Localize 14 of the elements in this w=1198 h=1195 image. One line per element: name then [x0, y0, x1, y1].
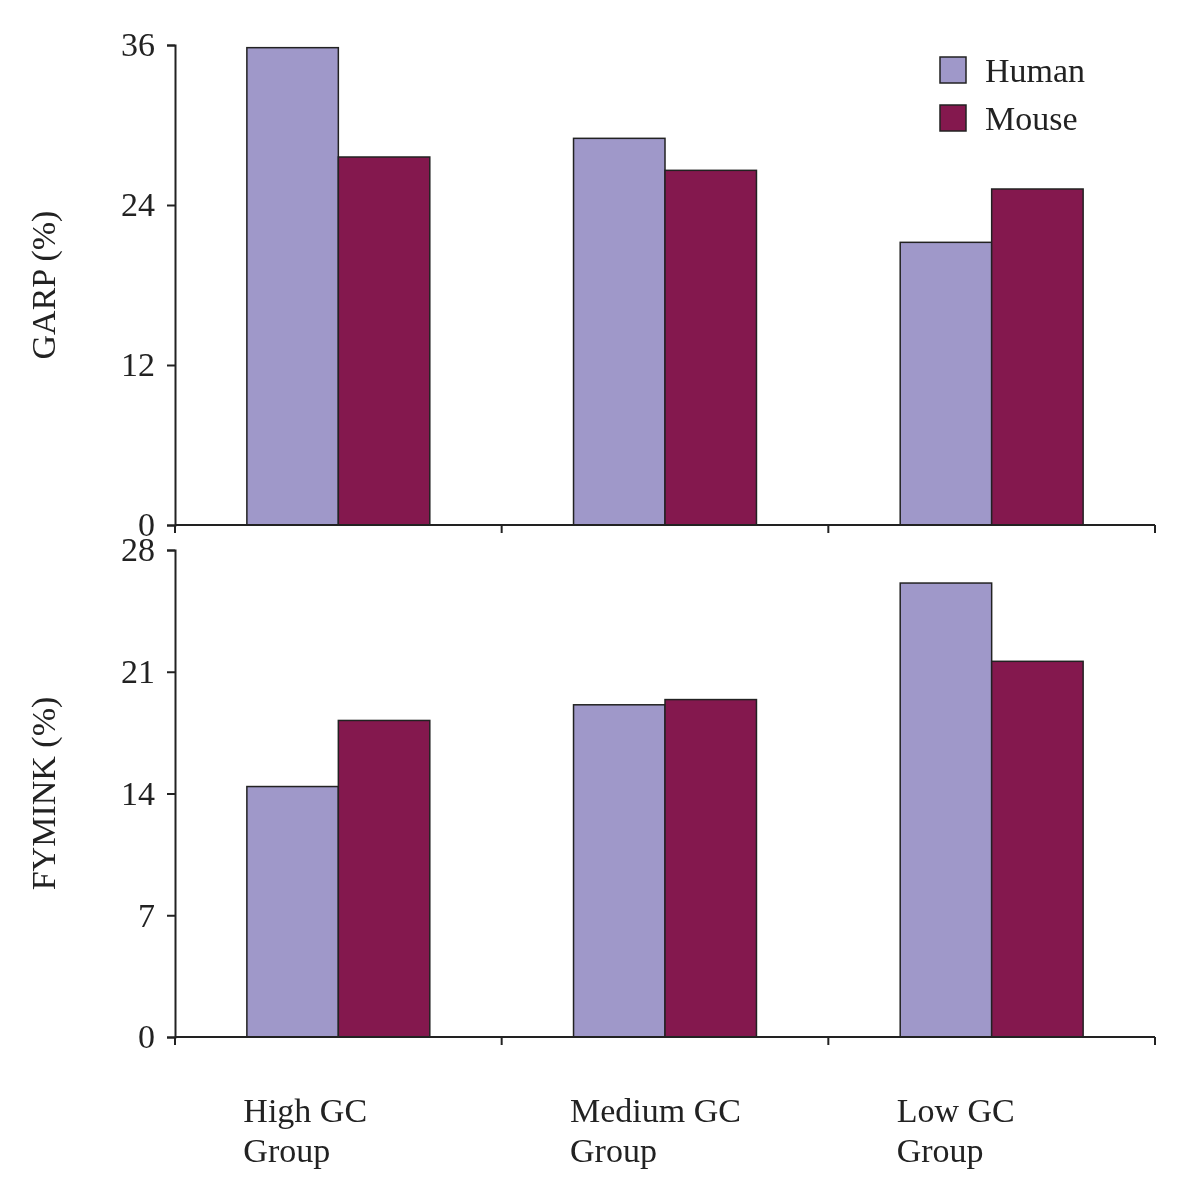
y-axis-title: FYMINK (%) [25, 696, 63, 891]
y-tick-label: 12 [121, 346, 155, 384]
y-tick-label: 7 [138, 896, 155, 934]
y-tick-label: 24 [121, 186, 155, 224]
x-tick-label: High GC Group [243, 1092, 368, 1169]
y-tick-label: 14 [121, 774, 155, 812]
y-tick-label: 0 [138, 1018, 155, 1056]
y-tick-label: 36 [121, 26, 155, 64]
legend-label: Mouse [985, 100, 1078, 137]
x-tick-label: Medium GC Group [570, 1092, 741, 1169]
legend-label: Human [985, 52, 1086, 89]
y-tick-label: 21 [121, 653, 155, 691]
x-tick-label: Low GC Group [896, 1092, 1015, 1169]
y-axis-title: GARP (%) [25, 210, 63, 360]
